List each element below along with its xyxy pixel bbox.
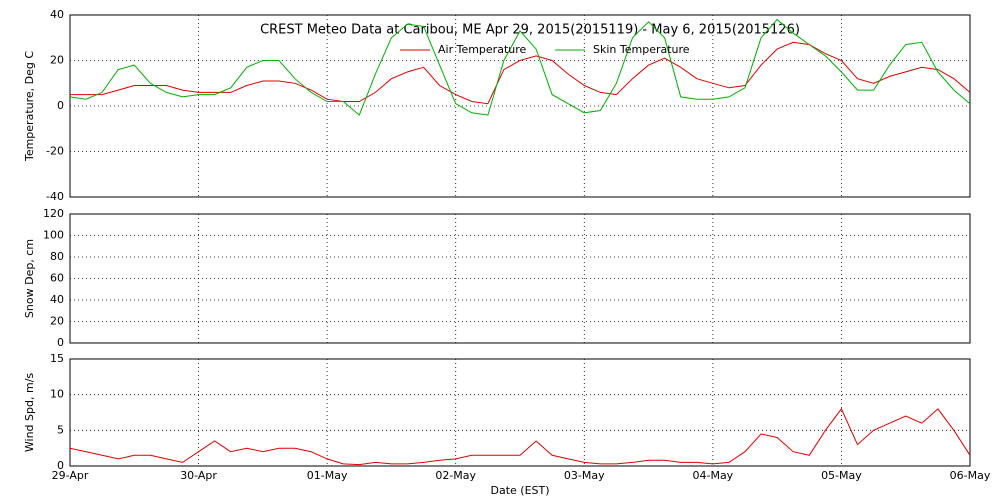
x-tick-label: 06-May [950,469,991,482]
y-tick-label: 0 [57,336,64,349]
x-tick-label: 02-May [435,469,476,482]
y-tick-label: 15 [50,352,64,365]
y-tick-label: -40 [46,190,64,203]
y-tick-label: 40 [50,293,64,306]
x-tick-label: 05-May [821,469,862,482]
legend-label: Air Temperature [438,43,527,56]
plot-frame [69,213,971,344]
plot-frame [69,358,971,467]
legend-label: Skin Temperature [593,43,690,56]
y-tick-label: 120 [43,207,64,220]
y-tick-label: -20 [46,145,64,158]
y-axis-label: Temperature, Deg C [23,51,36,162]
y-tick-label: 100 [43,229,64,242]
chart-title: CREST Meteo Data at Caribou, ME Apr 29, … [260,23,800,38]
y-tick-label: 0 [57,99,64,112]
plot-frame [69,14,971,198]
data-line [69,18,971,116]
data-line [69,407,971,466]
y-tick-label: 60 [50,272,64,285]
y-tick-label: 0 [57,459,64,472]
y-axis-label: Wind Spd, m/s [23,373,36,453]
x-tick-label: 03-May [564,469,605,482]
y-tick-label: 40 [50,8,64,21]
x-axis-label: Date (EST) [490,484,549,497]
x-tick-label: 29-Apr [52,469,89,482]
y-tick-label: 80 [50,250,64,263]
x-tick-label: 01-May [307,469,348,482]
y-axis-label: Snow Dep, cm [23,239,36,318]
y-tick-label: 10 [50,388,64,401]
y-tick-label: 20 [50,315,64,328]
x-tick-label: 30-Apr [180,469,217,482]
y-tick-label: 20 [50,54,64,67]
x-tick-label: 04-May [692,469,733,482]
y-tick-label: 5 [57,423,64,436]
